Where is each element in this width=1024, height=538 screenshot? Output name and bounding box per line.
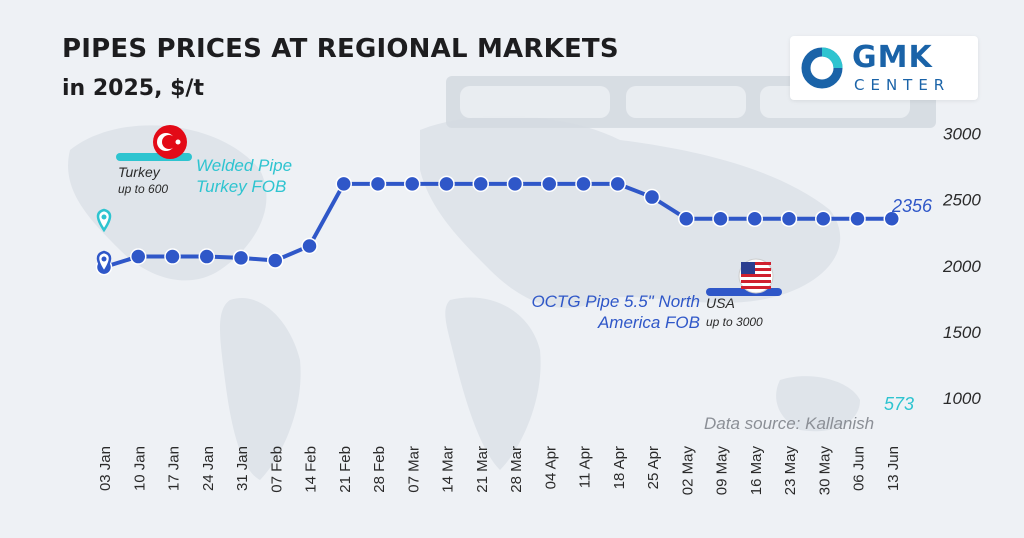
series-line-usa: [103, 181, 892, 270]
usa-series-label: OCTG Pipe 5.5" North: [531, 292, 700, 311]
x-axis-tick: 07 Feb: [268, 446, 285, 493]
data-point-usa: [746, 210, 763, 227]
data-point-usa: [849, 210, 866, 227]
data-point-usa: [130, 248, 147, 265]
data-point-usa: [541, 175, 558, 193]
usa-market-label: USA: [706, 295, 735, 311]
data-point-usa: [267, 252, 284, 269]
x-axis-tick: 06 Jun: [851, 446, 868, 491]
data-point-usa: [780, 210, 798, 227]
x-axis-tick: 21 Feb: [337, 446, 354, 493]
x-axis-tick: 28 Feb: [371, 446, 388, 493]
right-axis-tick: 2500: [942, 191, 981, 210]
data-point-usa: [643, 188, 661, 206]
data-point-usa: [815, 210, 832, 227]
usa-flag-stripe: [741, 268, 771, 271]
gmk-logo: GMK CENTER: [790, 36, 978, 100]
data-point-usa: [575, 175, 592, 193]
location-pin-icon: [96, 250, 112, 275]
logo-name: GMK: [852, 40, 933, 75]
x-axis-tick: 10 Jan: [131, 446, 148, 491]
data-point-usa: [404, 175, 421, 193]
x-axis-tick: 14 Mar: [440, 446, 457, 493]
turkey-flag-crescent-inner: [162, 135, 176, 149]
data-point-usa: [506, 175, 524, 193]
x-axis-tick: 16 May: [748, 446, 765, 496]
x-axis-tick: 09 May: [714, 446, 731, 496]
logo-tagline: CENTER: [854, 76, 951, 94]
x-axis-tick: 02 May: [679, 446, 696, 496]
location-pin-icon-dot: [101, 214, 107, 220]
location-pin-icon-dot: [101, 256, 107, 262]
usa-flag-stripe: [741, 274, 771, 277]
data-point-usa: [472, 175, 489, 193]
turkey-series-label: Welded Pipe: [196, 156, 292, 175]
x-axis-tick: 18 Apr: [611, 446, 628, 489]
data-point-usa: [883, 210, 900, 227]
x-axis-tick: 14 Feb: [303, 446, 320, 493]
end-label-turkey: 573: [884, 394, 914, 414]
location-pin-icon: [96, 208, 112, 233]
turkey-limit-note: up to 600: [118, 182, 168, 196]
turkey-market-label: Turkey: [118, 164, 161, 180]
data-point-usa: [609, 175, 626, 193]
right-axis-tick: 1500: [943, 323, 981, 342]
right-axis-tick: 1000: [943, 389, 981, 408]
x-axis-tick: 21 Mar: [474, 446, 491, 493]
chart-title: PIPES PRICES AT REGIONAL MARKETS: [62, 34, 619, 64]
x-axis-tick: 13 Jun: [885, 446, 902, 491]
usa-series-label: America FOB: [597, 313, 700, 332]
turkey-flag-star: [175, 139, 181, 145]
chart-subtitle: in 2025, $/t: [62, 76, 204, 101]
data-point-usa: [678, 210, 695, 227]
usa-limit-note: up to 3000: [706, 315, 763, 329]
x-axis-tick: 03 Jan: [97, 446, 114, 491]
end-label-usa: 2356: [891, 196, 933, 216]
x-axis-tick: 28 Mar: [508, 446, 525, 493]
data-point-usa: [369, 175, 387, 193]
x-axis-tick: 24 Jan: [200, 446, 217, 491]
data-source-note: Data source: Kallanish: [704, 414, 875, 433]
data-point-usa: [232, 249, 250, 267]
right-axis-tick: 2000: [942, 257, 981, 276]
usa-flag-stripe: [741, 280, 771, 283]
usa-flag-canton: [741, 262, 755, 274]
x-axis-tick: 11 Apr: [577, 446, 594, 488]
x-axis-tick: 23 May: [782, 446, 799, 496]
data-point-usa: [301, 237, 318, 255]
data-point-usa: [438, 175, 455, 193]
x-axis-tick: 04 Apr: [542, 446, 559, 489]
turkey-series-label: Turkey FOB: [196, 177, 286, 196]
x-axis-tick: 25 Apr: [645, 446, 662, 489]
data-point-usa: [335, 175, 352, 193]
data-point-usa: [712, 210, 729, 227]
gmk-ring-icon: [801, 47, 843, 89]
data-point-usa: [164, 248, 181, 265]
usa-flag-stripe: [741, 286, 771, 289]
x-axis-tick: 17 Jan: [166, 446, 183, 491]
x-axis-tick: 31 Jan: [234, 446, 251, 491]
usa-flag-stripe: [741, 262, 771, 265]
right-axis-tick: 3000: [943, 125, 981, 144]
x-axis-tick: 07 Mar: [405, 446, 422, 493]
x-axis-tick: 30 May: [816, 446, 833, 496]
data-point-usa: [198, 248, 215, 265]
